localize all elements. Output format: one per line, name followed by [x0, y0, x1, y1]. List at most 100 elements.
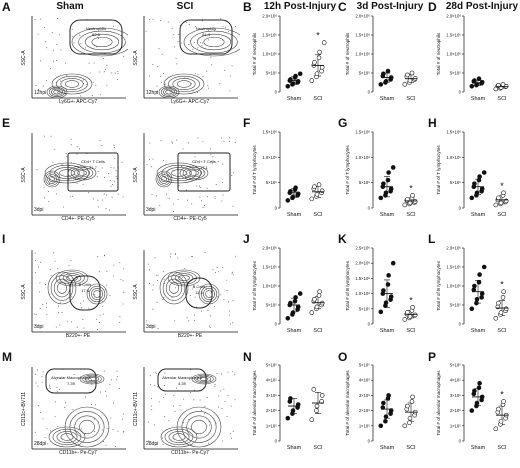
contour-line: [203, 288, 215, 300]
event-dot: [50, 135, 52, 137]
event-dot: [109, 209, 111, 211]
event-dot: [194, 320, 196, 322]
sci-point: [407, 78, 413, 83]
b-column-header: 12h Post-Injury: [263, 1, 337, 12]
event-dot: [162, 73, 164, 75]
event-dot: [189, 40, 191, 42]
y-tick-label: 0: [368, 439, 371, 444]
event-dot: [163, 385, 165, 387]
contour-line: [56, 431, 78, 443]
y-tick-label: 0: [368, 206, 371, 211]
event-dot: [173, 211, 175, 213]
event-dot: [34, 272, 36, 274]
event-dot: [110, 417, 112, 419]
event-dot: [231, 65, 233, 67]
panel-letter-j: J: [243, 232, 250, 246]
event-dot: [119, 387, 121, 389]
event-dot: [53, 60, 55, 62]
event-dot: [39, 307, 41, 309]
event-dot: [50, 430, 52, 432]
contour-line: [93, 290, 101, 298]
event-dot: [172, 203, 174, 205]
event-dot: [226, 290, 228, 292]
flow-x-label: Ly6G+- APC-Cy7: [171, 99, 210, 104]
event-dot: [65, 62, 67, 64]
y-tick-label: 2.0×10⁶: [355, 261, 370, 266]
event-dot: [90, 379, 92, 381]
event-dot: [103, 71, 105, 73]
event-dot: [56, 43, 58, 45]
y-tick-label: 5×10⁵: [450, 363, 461, 368]
event-dot: [115, 446, 117, 448]
sham-point: [285, 198, 291, 203]
event-dot: [205, 287, 207, 289]
event-dot: [113, 167, 115, 169]
significance-star: *: [316, 31, 320, 41]
event-dot: [76, 182, 78, 184]
contour-line: [203, 36, 225, 48]
event-dot: [161, 81, 163, 83]
y-axis-label: Total # of B lymphocytes: [345, 260, 350, 310]
event-dot: [94, 294, 96, 296]
event-dot: [34, 373, 36, 375]
y-tick-label: 0: [275, 322, 278, 327]
event-dot: [178, 21, 180, 23]
panel-letter-e: E: [2, 116, 11, 130]
event-dot: [232, 274, 234, 276]
event-dot: [117, 71, 119, 73]
sham-point: [290, 194, 296, 200]
event-dot: [90, 383, 92, 385]
y-tick-label: 5×10⁵: [450, 303, 461, 308]
event-dot: [64, 91, 66, 93]
event-dot: [52, 182, 54, 184]
panel-letter-p: P: [428, 350, 437, 364]
event-dot: [88, 307, 90, 309]
event-dot: [214, 195, 216, 197]
sci-point: [317, 289, 322, 295]
event-dot: [102, 27, 104, 29]
event-dot: [152, 64, 154, 66]
event-dot: [81, 428, 83, 430]
sham-point: [385, 177, 391, 183]
event-dot: [122, 280, 124, 282]
event-dot: [110, 167, 112, 169]
sham-point: [378, 423, 384, 429]
event-dot: [80, 43, 82, 45]
event-dot: [93, 44, 95, 46]
event-dot: [208, 424, 210, 426]
panel-letter-k: K: [338, 232, 347, 246]
event-dot: [201, 410, 203, 412]
event-dot: [48, 191, 50, 193]
event-dot: [49, 269, 51, 271]
event-dot: [112, 184, 114, 186]
flow-y-label: CD11c+-BV711: [133, 392, 139, 426]
event-dot: [198, 178, 200, 180]
event-dot: [105, 68, 107, 70]
y-axis-label: Total # of neutrophils: [436, 32, 441, 75]
event-dot: [65, 153, 67, 155]
event-dot: [70, 162, 72, 164]
scatter-plot: 0 5×10⁵ 1.0×10⁶ 1.5×10⁶ Total # of T lymphoc…: [345, 130, 418, 218]
sci-point: [402, 317, 408, 322]
time-point-label: 3dpi: [146, 324, 155, 330]
contour-line: [46, 85, 68, 99]
event-dot: [101, 145, 103, 147]
event-dot: [106, 64, 108, 66]
event-dot: [71, 195, 73, 197]
event-dot: [231, 174, 233, 176]
y-tick-label: 1.5×10⁶: [446, 265, 461, 270]
event-dot: [89, 72, 91, 74]
event-dot: [49, 386, 51, 388]
y-tick-label: 5×10⁵: [450, 180, 461, 185]
y-tick-label: 1×10⁵: [359, 423, 370, 428]
y-tick-label: 1.5×10⁶: [355, 130, 370, 135]
event-dot: [171, 28, 173, 30]
category-label: Sham: [287, 96, 302, 102]
event-dot: [40, 60, 42, 62]
event-dot: [152, 18, 154, 20]
c-column-header: 3d Post-Injury: [356, 1, 424, 12]
event-dot: [158, 174, 160, 176]
sci-point: [314, 71, 320, 77]
event-dot: [174, 252, 176, 254]
contour-line: [172, 433, 186, 441]
